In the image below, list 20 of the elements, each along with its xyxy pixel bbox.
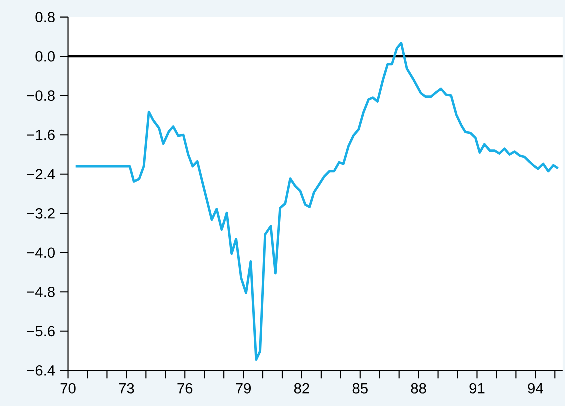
x-tick-label: 82: [294, 383, 310, 394]
y-tick-label: −3.2: [27, 208, 55, 219]
y-tick-label: −1.6: [27, 130, 55, 140]
y-tick-label: −2.4: [27, 169, 56, 180]
line-series: [74, 42, 560, 362]
y-tick-label: 0.0: [36, 51, 55, 62]
x-tick-label: 79: [236, 383, 252, 394]
y-tick-label: 0.8: [36, 12, 55, 23]
y-tick-label: −4.0: [27, 248, 55, 258]
y-tick-label: −0.8: [27, 90, 55, 102]
x-tick-label: 76: [178, 383, 193, 394]
x-tick-label: 88: [411, 383, 426, 394]
x-tick-label: 94: [528, 383, 544, 394]
y-tick-label: −6.4: [27, 365, 56, 376]
x-tick-label: 91: [470, 383, 485, 394]
x-tick-label: 70: [60, 383, 76, 394]
x-tick-label: 73: [119, 383, 134, 394]
x-tick-label: 85: [352, 383, 368, 394]
y-tick-label: −4.8: [27, 286, 55, 298]
y-tick-label: −5.6: [27, 326, 55, 337]
